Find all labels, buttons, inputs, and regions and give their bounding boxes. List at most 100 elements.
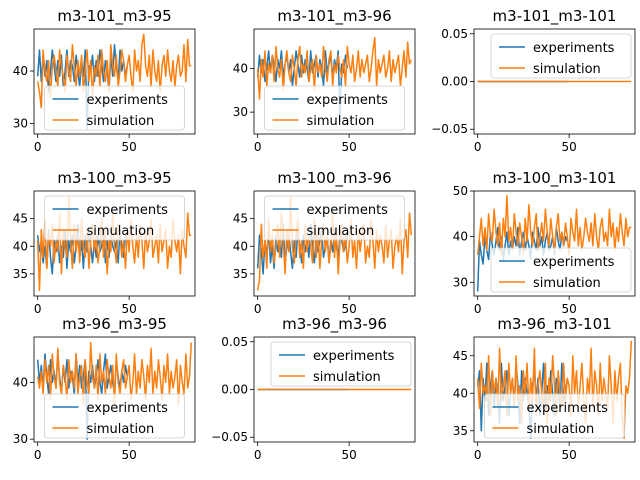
legend-box xyxy=(44,85,185,131)
legend: experiments simulation xyxy=(44,393,185,439)
axes-frame xyxy=(253,190,416,297)
subplot-2: m3-101_m3-96 0 50 30 40 experiments simulation xyxy=(233,7,416,154)
x-tick-label: 0 xyxy=(474,140,482,154)
subplot-6: m3-100_m3-101 0 50 30 40 50 experiments simulat… xyxy=(453,169,636,316)
x-tick-label: 0 xyxy=(474,302,482,316)
legend-label-simulation: simulation xyxy=(533,276,601,291)
legend-label-experiments: experiments xyxy=(533,41,615,56)
series-lines xyxy=(476,340,633,440)
y-tick-label: 45 xyxy=(13,212,28,226)
legend: experiments simulation xyxy=(270,341,412,387)
subplot-title: m3-96_m3-95 xyxy=(62,315,167,334)
legend-label-simulation: simulation xyxy=(307,114,375,129)
axes-frame xyxy=(473,336,636,443)
subplot-title: m3-101_m3-96 xyxy=(277,7,391,26)
x-tick-label: 50 xyxy=(121,448,136,462)
series-line-simulation xyxy=(476,340,633,440)
y-tick-label: 45 xyxy=(453,349,468,363)
y-tick-label: 50 xyxy=(453,184,468,198)
x-tick-label: 50 xyxy=(341,140,356,154)
subplot-title: m3-96_m3-101 xyxy=(497,315,611,334)
x-tick-label: 50 xyxy=(121,302,136,316)
subplot-9: m3-96_m3-101 0 50 35 40 45 experiments simulati… xyxy=(453,315,636,462)
y-tick-label: 0.05 xyxy=(221,335,248,349)
legend-label-simulation: simulation xyxy=(527,422,595,437)
y-tick-label: 0.05 xyxy=(441,27,468,41)
legend-label-experiments: experiments xyxy=(87,203,169,218)
x-tick-label: 0 xyxy=(254,140,262,154)
y-tick-label: 40 xyxy=(453,230,468,244)
axes-frame xyxy=(33,28,196,135)
legend-box xyxy=(44,393,185,439)
y-tick-label: 0.00 xyxy=(441,75,468,89)
series-line-simulation xyxy=(36,33,192,109)
x-tick-label: 50 xyxy=(561,302,576,316)
y-tick-label: 35 xyxy=(453,424,468,438)
x-tick-label: 0 xyxy=(34,140,42,154)
legend: experiments simulation xyxy=(264,195,405,241)
y-tick-label: 30 xyxy=(233,105,248,119)
subplot-5: m3-100_m3-96 0 50 35 40 45 experiments simulati… xyxy=(233,169,416,316)
x-tick-label: 50 xyxy=(561,448,576,462)
y-tick-label: −0.05 xyxy=(431,122,468,136)
series-line-simulation xyxy=(476,194,632,256)
subplot-title: m3-100_m3-101 xyxy=(493,169,617,188)
legend: experiments simulation xyxy=(484,393,625,439)
y-tick-label: 35 xyxy=(233,267,248,281)
legend-box xyxy=(484,393,625,439)
subplot-8: m3-96_m3-96 0 50 −0.05 0.00 0.05 experiments si… xyxy=(211,315,416,462)
legend-box xyxy=(270,341,412,387)
subplot-3: m3-101_m3-101 0 50 −0.05 0.00 0.05 experiments… xyxy=(431,7,636,154)
subplot-4: m3-100_m3-95 0 50 35 40 45 experiments simulati… xyxy=(13,169,196,316)
subplot-1: m3-101_m3-95 0 50 30 40 experiments simulation xyxy=(13,7,196,154)
x-tick-label: 0 xyxy=(34,302,42,316)
y-tick-label: 40 xyxy=(453,386,468,400)
series-line-experiments xyxy=(36,223,129,275)
x-tick-label: 50 xyxy=(561,140,576,154)
x-tick-label: 0 xyxy=(254,302,262,316)
y-tick-label: 0.00 xyxy=(221,383,248,397)
axes-frame xyxy=(253,28,416,135)
series-lines xyxy=(36,33,192,130)
legend: experiments simulation xyxy=(44,195,185,241)
legend-label-experiments: experiments xyxy=(307,203,389,218)
y-tick-label: 40 xyxy=(233,61,248,75)
legend-label-experiments: experiments xyxy=(87,401,169,416)
legend-label-simulation: simulation xyxy=(533,62,601,77)
y-tick-label: 30 xyxy=(453,275,468,289)
subplot-title: m3-100_m3-96 xyxy=(277,169,391,188)
axes-frame xyxy=(33,190,196,297)
x-tick-label: 50 xyxy=(341,448,356,462)
y-tick-label: 35 xyxy=(13,267,28,281)
x-tick-label: 50 xyxy=(121,140,136,154)
legend-label-experiments: experiments xyxy=(307,93,389,108)
legend-box xyxy=(44,195,185,241)
subplot-title: m3-101_m3-101 xyxy=(493,7,617,26)
legend-label-simulation: simulation xyxy=(87,114,155,129)
legend-box xyxy=(490,33,632,79)
y-tick-label: 40 xyxy=(13,64,28,78)
legend: experiments simulation xyxy=(264,85,405,131)
legend: experiments simulation xyxy=(490,33,632,79)
y-tick-label: −0.05 xyxy=(211,430,248,444)
legend-label-simulation: simulation xyxy=(87,224,155,239)
subplot-title: m3-101_m3-95 xyxy=(57,7,171,26)
y-tick-label: 40 xyxy=(13,239,28,253)
subplot-title: m3-100_m3-95 xyxy=(57,169,171,188)
legend-box xyxy=(490,247,632,293)
x-tick-label: 0 xyxy=(34,448,42,462)
axes-frame xyxy=(473,190,636,297)
legend: experiments simulation xyxy=(490,247,632,293)
y-tick-label: 45 xyxy=(233,212,248,226)
y-tick-label: 40 xyxy=(233,239,248,253)
y-tick-label: 30 xyxy=(13,432,28,446)
legend-box xyxy=(264,195,405,241)
legend-label-simulation: simulation xyxy=(87,422,155,437)
legend-label-experiments: experiments xyxy=(87,93,169,108)
subplot-title: m3-96_m3-96 xyxy=(282,315,387,334)
subplot-7: m3-96_m3-95 0 50 30 40 experiments simulation xyxy=(13,315,196,462)
x-tick-label: 0 xyxy=(474,448,482,462)
legend: experiments simulation xyxy=(44,85,185,131)
axes-frame xyxy=(33,336,196,443)
